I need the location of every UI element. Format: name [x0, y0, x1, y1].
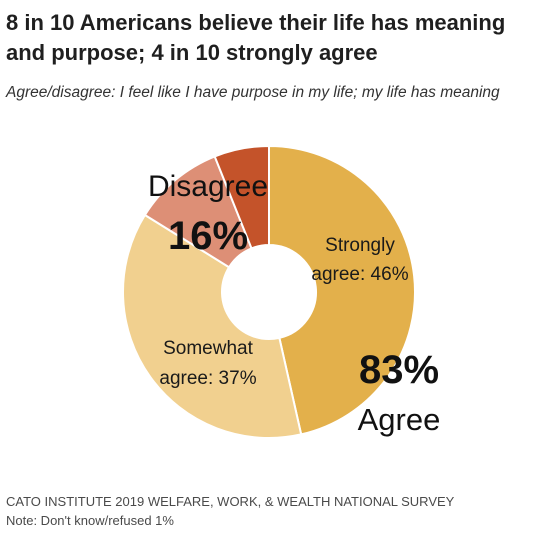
- chart-subtitle: Agree/disagree: I feel like I have purpo…: [6, 84, 500, 101]
- slice-label-strongly-agree-line1: Strongly: [325, 235, 395, 256]
- slice-label-somewhat-agree-line1: Somewhat: [163, 338, 253, 359]
- donut-slice-1: [122, 213, 303, 439]
- agree-group-label: Agree: [358, 402, 441, 437]
- disagree-total: 16%: [168, 214, 248, 258]
- slice-label-strongly-agree-line2: agree: 46%: [311, 264, 408, 285]
- chart-footer: CATO INSTITUTE 2019 WELFARE, WORK, & WEA…: [6, 492, 528, 530]
- donut-slices: [122, 144, 416, 439]
- slice-label-somewhat-agree-line2: agree: 37%: [159, 368, 256, 389]
- chart-note: Note: Don't know/refused 1%: [6, 513, 174, 528]
- donut-slice-0: [268, 144, 416, 436]
- source-credit: CATO INSTITUTE 2019 WELFARE, WORK, & WEA…: [6, 494, 455, 509]
- donut-chart: Strongly agree: 46% Somewhat agree: 37% …: [122, 144, 441, 439]
- chart-title: 8 in 10 Americans believe their life has…: [6, 10, 506, 65]
- disagree-group-label: Disagree: [148, 170, 268, 203]
- agree-total: 83%: [359, 348, 439, 392]
- donut-slice-3: [213, 144, 270, 250]
